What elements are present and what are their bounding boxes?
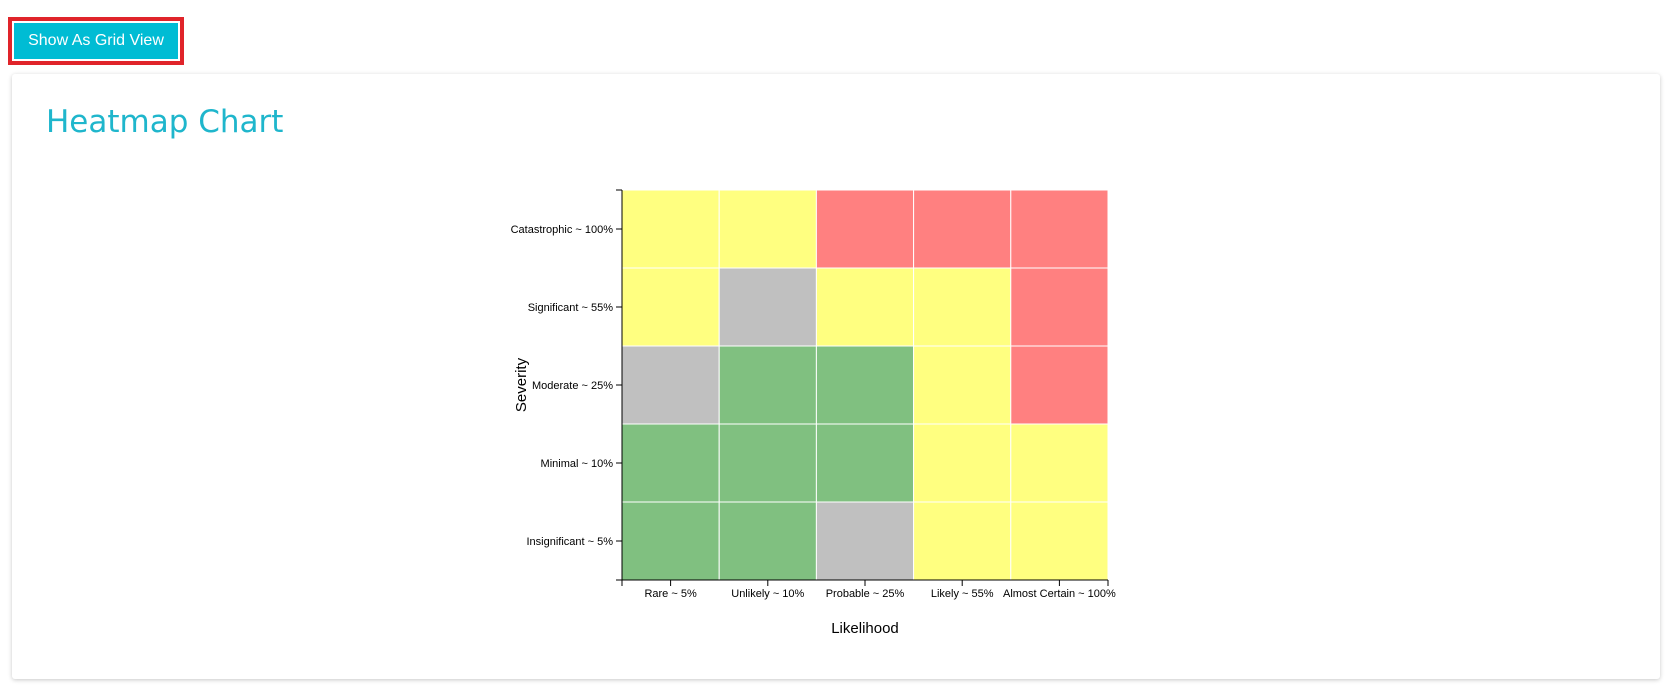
heatmap-cell xyxy=(621,501,720,581)
heatmap-chart: Catastrophic ~ 100% Significant ~ 55% Mode… xyxy=(511,189,1116,637)
x-tick-label: Almost Certain ~ 100% xyxy=(1003,588,1116,600)
y-axis-title: Severity xyxy=(513,357,530,412)
y-tick-label: Insignificant ~ 5% xyxy=(526,536,613,548)
heatmap-cell xyxy=(718,423,817,503)
y-tick-label: Significant ~ 55% xyxy=(528,302,614,314)
heatmap-cell xyxy=(815,267,915,347)
heatmap-cell xyxy=(718,501,817,581)
heatmap-cell xyxy=(718,345,817,425)
heatmap-cell xyxy=(621,423,720,503)
heatmap-cell xyxy=(718,267,817,347)
heatmap-cell xyxy=(1010,345,1109,425)
heatmap-cell xyxy=(1010,267,1109,347)
y-tick-label: Moderate ~ 25% xyxy=(532,380,613,392)
x-tick-label: Rare ~ 5% xyxy=(644,588,696,600)
y-tick-label: Minimal ~ 10% xyxy=(541,458,614,470)
y-tick-label: Catastrophic ~ 100% xyxy=(511,224,614,236)
heatmap-card: Heatmap Chart Catastrophic ~ 100% Signifi… xyxy=(12,74,1660,679)
grid-view-button-highlight: Show As Grid View xyxy=(8,17,184,65)
heatmap-cell xyxy=(1010,501,1109,581)
heatmap-cell xyxy=(621,267,720,347)
heatmap-cell xyxy=(913,267,1012,347)
heatmap-cell xyxy=(815,423,915,503)
x-tick-label: Likely ~ 55% xyxy=(931,588,994,600)
heatmap-cell xyxy=(621,189,720,269)
heatmap-cell xyxy=(1010,189,1109,269)
show-grid-view-button[interactable]: Show As Grid View xyxy=(14,23,178,59)
card-title: Heatmap Chart xyxy=(46,104,284,140)
heatmap-cell xyxy=(913,345,1012,425)
heatmap-cell xyxy=(913,189,1012,269)
heatmap-cell xyxy=(815,189,915,269)
heatmap-cell xyxy=(815,501,915,581)
x-axis-title: Likelihood xyxy=(831,620,899,637)
x-tick-label: Unlikely ~ 10% xyxy=(731,588,804,600)
heatmap-cell xyxy=(1010,423,1109,503)
heatmap-cell xyxy=(913,423,1012,503)
heatmap-cell xyxy=(815,345,915,425)
x-tick-label: Probable ~ 25% xyxy=(826,588,905,600)
heatmap-cell xyxy=(718,189,817,269)
heatmap-cell xyxy=(621,345,720,425)
heatmap-cell xyxy=(913,501,1012,581)
